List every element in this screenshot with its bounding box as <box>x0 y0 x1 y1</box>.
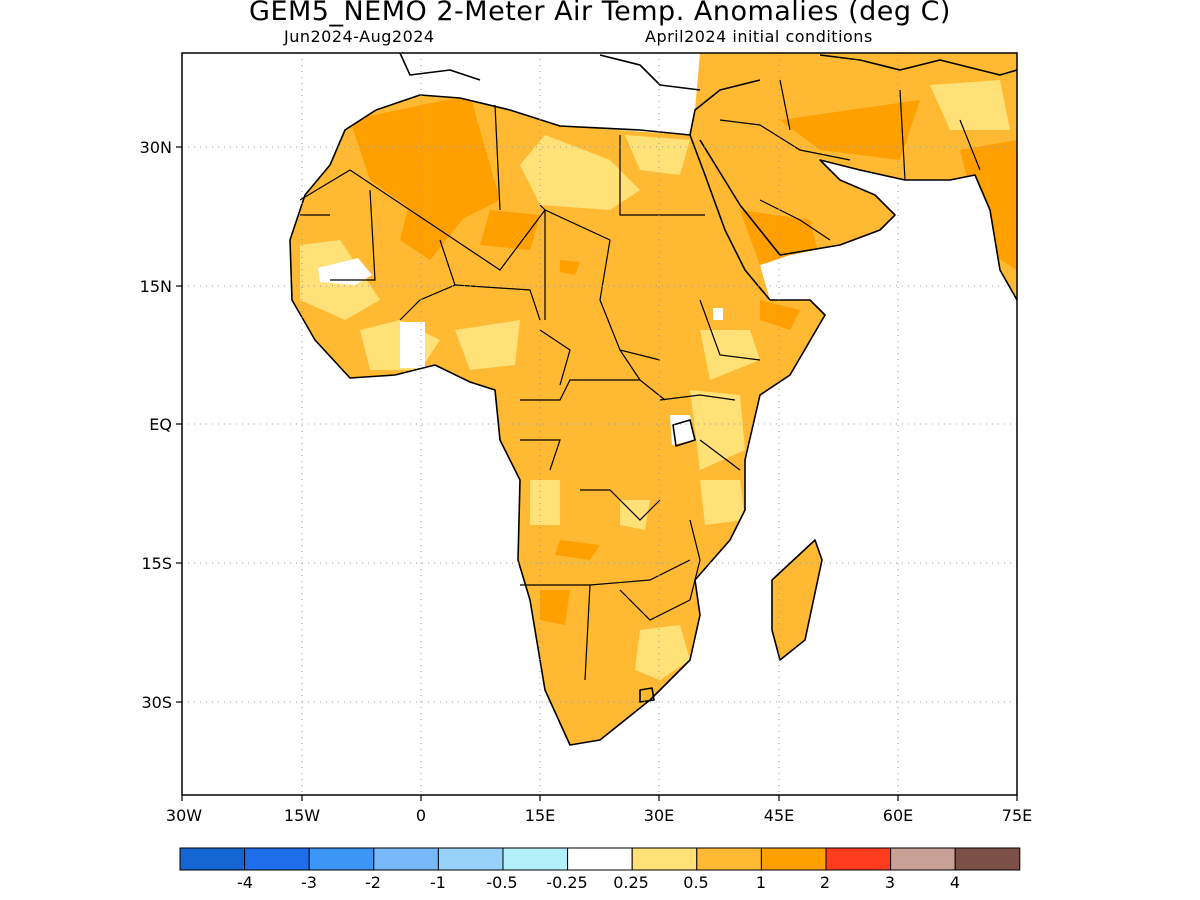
colorbar-label: -3 <box>301 873 317 892</box>
lon-label-0: 0 <box>416 806 426 825</box>
colorbar <box>179 847 1021 871</box>
colorbar-label: -2 <box>365 873 381 892</box>
colorbar-swatch <box>437 847 504 871</box>
colorbar-label: 1 <box>756 873 766 892</box>
colorbar-swatch <box>179 847 246 871</box>
colorbar-label: 2 <box>820 873 830 892</box>
colorbar-swatch <box>954 847 1021 871</box>
lon-label-45e: 45E <box>764 806 794 825</box>
colorbar-label: 0.5 <box>683 873 708 892</box>
colorbar-swatch <box>502 847 569 871</box>
forecast-period: Jun2024-Aug2024 <box>284 27 435 46</box>
colorbar-label: -1 <box>430 873 446 892</box>
colorbar-label: 0.25 <box>613 873 649 892</box>
lat-label-30s: 30S <box>141 693 172 712</box>
lon-label-30e: 30E <box>644 806 674 825</box>
lon-label-15w: 15W <box>284 806 320 825</box>
colorbar-label: -0.5 <box>486 873 517 892</box>
colorbar-swatch <box>696 847 762 871</box>
coastlines <box>289 53 1017 746</box>
colorbar-swatch <box>890 847 956 871</box>
colorbar-swatch <box>825 847 892 871</box>
lat-label-eq: EQ <box>149 415 172 434</box>
colorbar-swatch <box>760 847 827 871</box>
lat-label-15s: 15S <box>141 554 172 573</box>
colorbar-label: -0.25 <box>546 873 587 892</box>
colorbar-swatch <box>308 847 375 871</box>
colorbar-swatch <box>567 847 633 871</box>
country-borders <box>299 79 981 681</box>
colorbar-swatch <box>244 847 310 871</box>
lat-label-30n: 30N <box>140 138 172 157</box>
lon-label-15e: 15E <box>525 806 555 825</box>
colorbar-swatch <box>631 847 698 871</box>
lon-label-60e: 60E <box>883 806 913 825</box>
gridlines <box>182 53 1017 795</box>
lon-label-75e: 75E <box>1002 806 1032 825</box>
lon-label-30w: 30W <box>166 806 202 825</box>
colorbar-label: -4 <box>237 873 253 892</box>
tick-marks <box>176 146 1018 801</box>
colorbar-swatch <box>373 847 439 871</box>
lat-label-15n: 15N <box>140 277 172 296</box>
initial-conditions: April2024 initial conditions <box>645 27 873 46</box>
colorbar-label: 4 <box>950 873 960 892</box>
land-anomaly-shading <box>290 53 1017 745</box>
map-title: GEM5_NEMO 2-Meter Air Temp. Anomalies (d… <box>249 0 951 27</box>
colorbar-label: 3 <box>885 873 895 892</box>
